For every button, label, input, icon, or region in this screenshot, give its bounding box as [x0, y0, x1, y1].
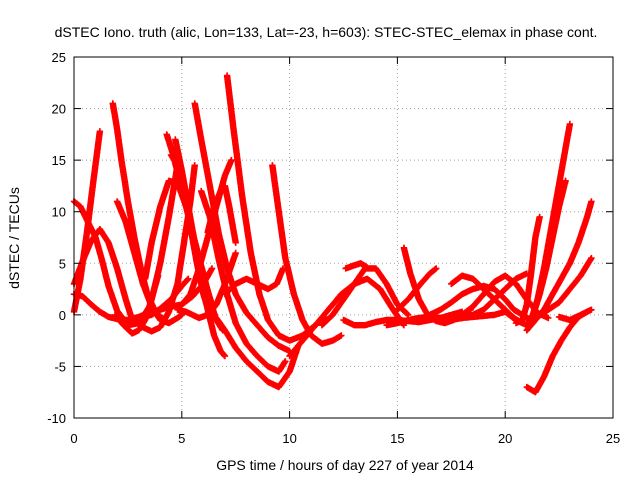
series-track — [342, 260, 371, 272]
series-track — [523, 177, 569, 329]
x-tick-label: 5 — [178, 431, 185, 446]
y-tick-label: -5 — [54, 359, 66, 374]
x-tick-labels: 0 5 10 15 20 25 — [70, 431, 620, 446]
plot-frame — [73, 56, 614, 419]
data-point — [338, 332, 345, 339]
y-tick-label: 0 — [59, 308, 66, 323]
data-point — [545, 314, 552, 322]
data-points — [70, 72, 595, 396]
series-track — [223, 72, 328, 344]
y-tick-label: 10 — [52, 205, 66, 220]
series-track — [512, 213, 543, 327]
chart-title: dSTEC Iono. truth (alic, Lon=133, Lat=-2… — [55, 24, 598, 40]
data-point — [282, 358, 289, 365]
series-track — [213, 314, 302, 391]
data-point — [364, 264, 371, 271]
data-point — [588, 254, 595, 262]
data-point — [232, 249, 239, 257]
y-tick-label: 25 — [52, 50, 66, 65]
y-tick-label: 5 — [59, 256, 66, 271]
series-track — [70, 226, 136, 324]
data-point — [404, 310, 411, 318]
series-track — [113, 198, 185, 327]
data-point — [536, 213, 543, 221]
series-track — [139, 275, 192, 321]
x-tick-label: 10 — [282, 431, 296, 446]
y-tick-label: 15 — [52, 153, 66, 168]
data-point — [432, 266, 439, 273]
y-tick-label: 20 — [52, 102, 66, 117]
series-track — [394, 265, 440, 313]
data-point — [588, 198, 595, 205]
x-tick-label: 25 — [606, 431, 620, 446]
data-point — [185, 275, 192, 282]
series-track — [204, 182, 239, 246]
data-point — [588, 306, 595, 313]
y-tick-labels: -10 -5 0 5 10 15 20 25 — [47, 50, 66, 426]
series-track — [523, 254, 595, 324]
data-point — [232, 239, 239, 246]
series-track — [555, 306, 595, 324]
series-track — [269, 162, 345, 347]
x-tick-label: 15 — [390, 431, 404, 446]
data-point — [228, 156, 235, 164]
data-point — [96, 128, 104, 135]
data-point — [433, 265, 440, 272]
x-tick-label: 20 — [498, 431, 512, 446]
data-point — [191, 162, 198, 169]
series-track — [198, 187, 289, 375]
series-track — [221, 265, 287, 298]
series-track — [191, 100, 293, 355]
y-tick-label: -10 — [47, 411, 66, 426]
data-point — [221, 352, 229, 360]
axis-ticks — [73, 56, 614, 419]
x-axis-title: GPS time / hours of day 227 of year 2014 — [216, 457, 474, 473]
data-point — [566, 120, 574, 128]
x-tick-label: 0 — [70, 431, 77, 446]
y-axis-title: dSTEC / TECUs — [6, 187, 22, 289]
series-track — [318, 265, 412, 329]
data-point — [208, 265, 216, 272]
data-point — [562, 177, 569, 184]
